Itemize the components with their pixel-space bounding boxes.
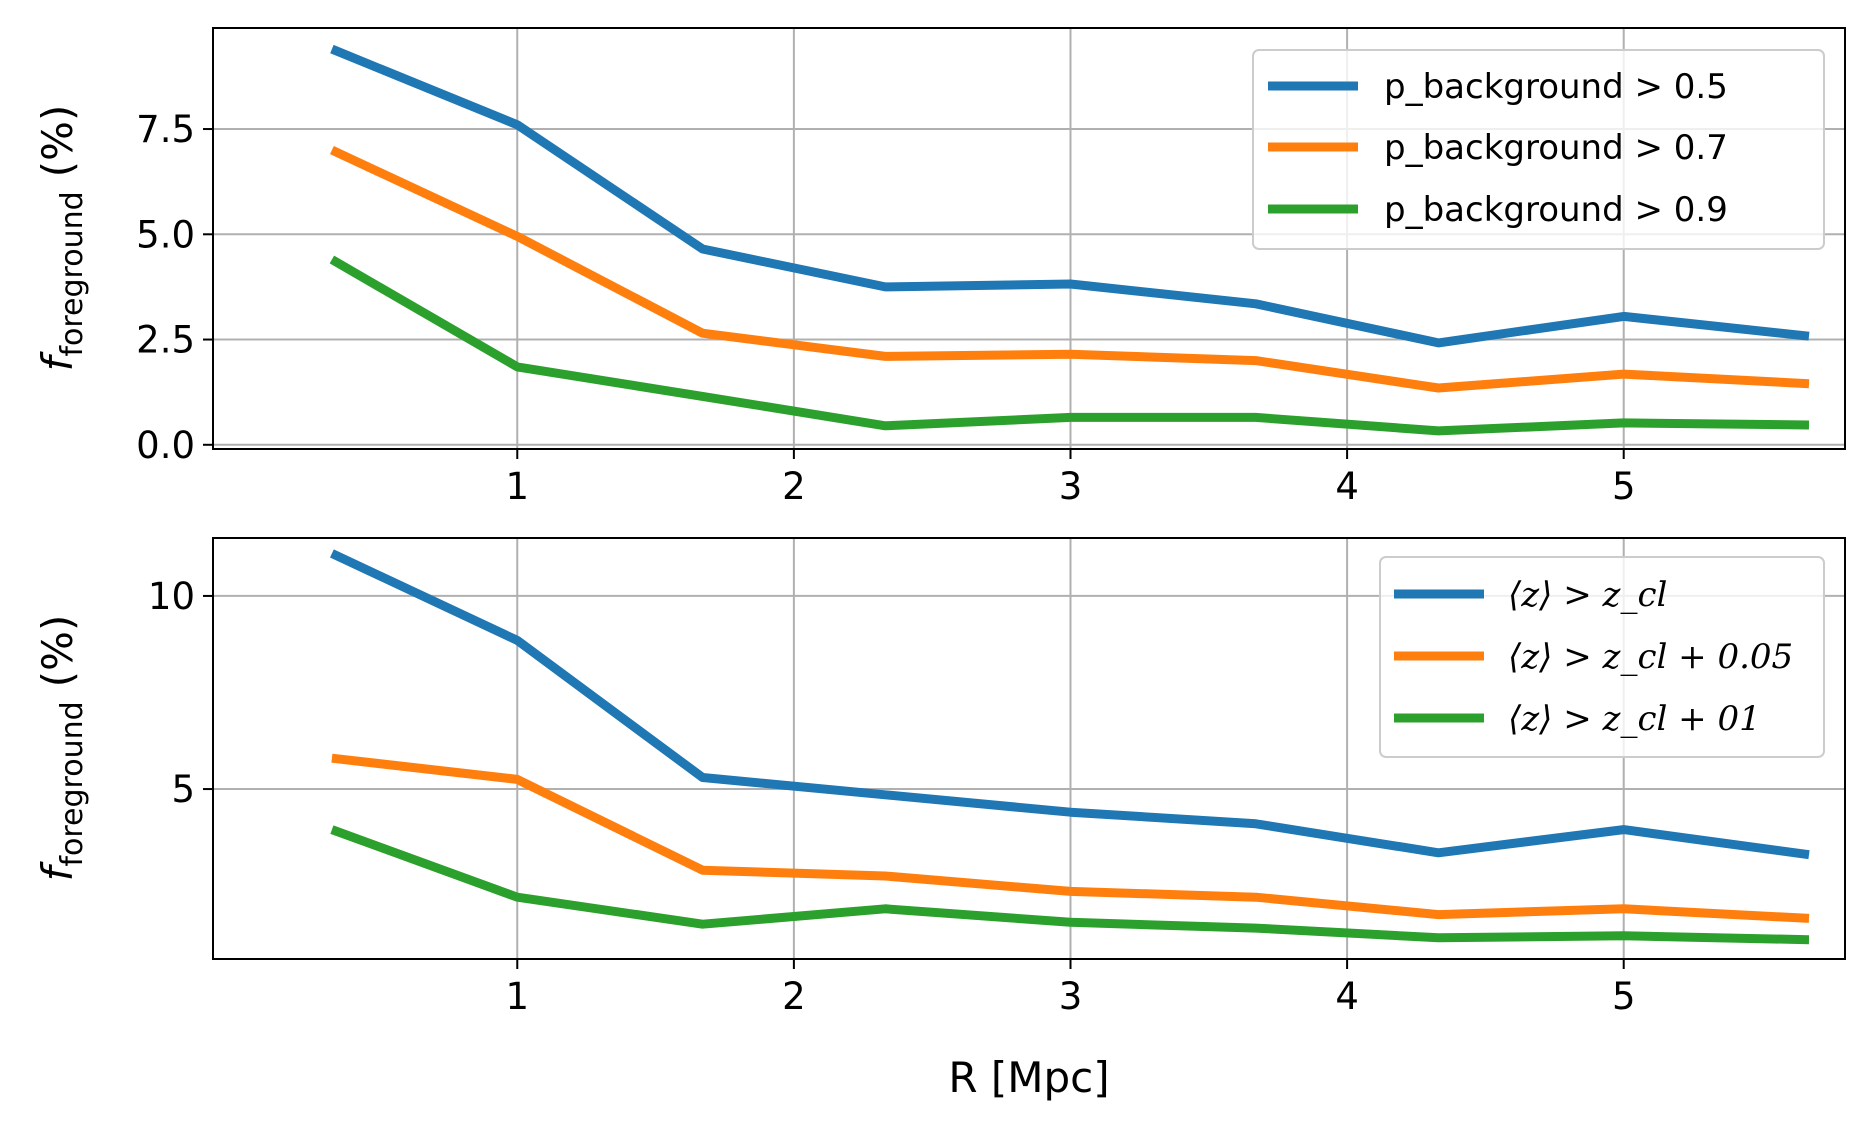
top-x-tick-label: 4 <box>1335 465 1359 508</box>
top-axes-frame <box>212 27 1846 450</box>
bottom-series-group <box>329 549 1810 945</box>
top-series-line-1 <box>330 146 1810 393</box>
top-x-tick-label: 3 <box>1059 465 1083 508</box>
bot-x-tick-label: 1 <box>505 975 529 1018</box>
bottom-y-axis-label: fforeground(%) <box>33 615 90 882</box>
top-ticks: 1 2 3 4 5 0.0 2.5 5.0 7.5 <box>136 108 1635 508</box>
bottom-ticks: 1 2 3 4 5 5 10 <box>148 575 1636 1018</box>
bot-series-line-2 <box>330 825 1810 945</box>
top-x-tick-label: 5 <box>1612 465 1636 508</box>
bot-y-tick-label: 10 <box>148 575 195 618</box>
top-series-group <box>329 44 1810 436</box>
top-y-tick-label: 5.0 <box>136 213 195 256</box>
top-legend-box <box>1252 49 1825 250</box>
top-series-line-2 <box>329 255 1810 436</box>
top-y-tick-label: 7.5 <box>136 108 195 151</box>
top-series-line-0 <box>330 44 1810 348</box>
top-legend: p_background > 0.5 p_background > 0.7 p_… <box>1252 49 1825 250</box>
bottom-panel: 1 2 3 4 5 5 10 fforeground(%) R [Mpc] ⟨z⟩ > z_… <box>33 537 1846 1102</box>
bottom-axes-frame <box>212 537 1846 960</box>
bot-x-tick-label: 4 <box>1335 975 1359 1018</box>
bot-series-line-0 <box>329 549 1810 860</box>
bot-x-tick-label: 3 <box>1059 975 1083 1018</box>
top-y-tick-label: 0.0 <box>136 424 195 467</box>
top-y-tick-label: 2.5 <box>136 319 195 362</box>
bot-x-tick-label: 5 <box>1612 975 1636 1018</box>
top-y-axis-label: fforeground(%) <box>33 105 90 372</box>
bottom-legend-box <box>1379 556 1825 758</box>
top-legend-label-0: p_background > 0.5 <box>1384 67 1728 107</box>
bottom-legend: ⟨z⟩ > z_cl ⟨z⟩ > z_cl + 0.05 ⟨z⟩ > z_cl … <box>1379 556 1825 758</box>
x-axis-label: R [Mpc] <box>948 1053 1109 1102</box>
bot-x-tick-label: 2 <box>782 975 806 1018</box>
top-x-tick-label: 2 <box>782 465 806 508</box>
bot-series-line-1 <box>331 753 1810 923</box>
bottom-legend-label-1: ⟨z⟩ > z_cl + 0.05 <box>1508 637 1793 677</box>
bot-y-tick-label: 5 <box>171 768 195 811</box>
bottom-legend-label-0: ⟨z⟩ > z_cl <box>1508 575 1667 615</box>
top-x-tick-label: 1 <box>505 465 529 508</box>
top-panel: 1 2 3 4 5 0.0 2.5 5.0 7.5 fforeground(%) p_backg… <box>33 27 1846 508</box>
bottom-legend-label-2: ⟨z⟩ > z_cl + 01 <box>1508 699 1761 739</box>
top-legend-label-1: p_background > 0.7 <box>1384 128 1728 168</box>
top-legend-label-2: p_background > 0.9 <box>1384 190 1728 230</box>
